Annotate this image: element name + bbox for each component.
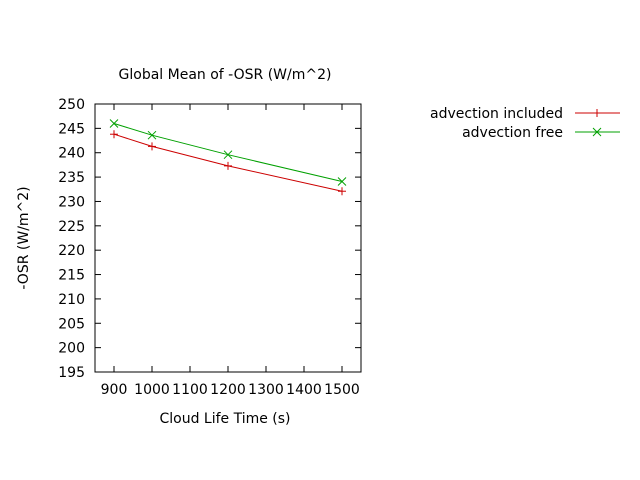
y-tick-label: 195: [58, 365, 85, 381]
x-tick-label: 1300: [248, 382, 284, 398]
x-tick-label: 1000: [134, 382, 170, 398]
x-tick-label: 1200: [210, 382, 246, 398]
y-tick-label: 200: [58, 341, 85, 357]
y-tick-label: 210: [58, 292, 85, 308]
y-tick-label: 230: [58, 194, 85, 210]
x-tick-label: 1400: [286, 382, 322, 398]
y-tick-label: 250: [58, 97, 85, 113]
series-line-2: [113, 123, 343, 182]
data-point: [147, 130, 157, 140]
y-tick-label: 225: [58, 219, 85, 235]
series-group: [109, 119, 347, 196]
legend-marker: [593, 109, 601, 117]
data-point: [148, 142, 156, 151]
x-axis: 900 1000 1100 1200 1300 1400 1500: [101, 104, 360, 398]
legend-label: advection included: [430, 106, 563, 122]
legend-label: advection free: [462, 125, 563, 141]
x-tick-label: 1500: [324, 382, 360, 398]
data-point: [109, 119, 119, 128]
y-tick-label: 220: [58, 243, 85, 259]
series-line-1: [113, 133, 343, 192]
plot-area: [94, 103, 362, 373]
data-point: [223, 150, 233, 160]
data-point: [337, 177, 347, 186]
x-tick-label: 1100: [172, 382, 208, 398]
x-tick-label: 900: [101, 382, 128, 398]
data-point: [338, 187, 346, 196]
plot-border: [94, 103, 362, 373]
y-tick-label: 205: [58, 316, 85, 332]
y-tick-label: 235: [58, 170, 85, 186]
chart-title: Global Mean of -OSR (W/m^2): [119, 67, 332, 83]
y-axis: 195 200 205 210 215 220 225 230 235 240 245 250: [58, 97, 361, 381]
legend: advection included advection free: [430, 106, 620, 141]
y-axis-label: -OSR (W/m^2): [16, 186, 32, 289]
x-axis-label: Cloud Life Time (s): [159, 411, 290, 427]
legend-marker: [592, 127, 602, 137]
y-tick-label: 245: [58, 121, 85, 137]
y-tick-label: 240: [58, 146, 85, 162]
y-tick-label: 215: [58, 268, 85, 284]
data-point: [110, 130, 118, 139]
data-point: [224, 161, 232, 170]
